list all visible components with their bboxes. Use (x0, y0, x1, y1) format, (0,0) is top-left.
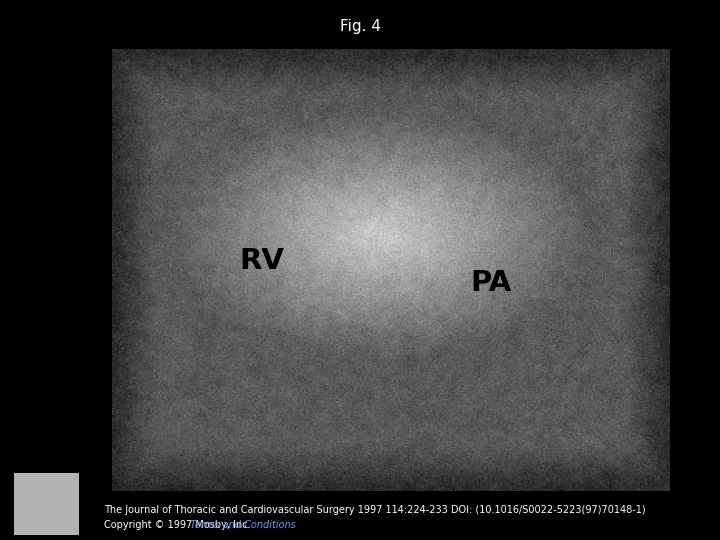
Text: The Journal of Thoracic and Cardiovascular Surgery 1997 114:224-233 DOI: (10.101: The Journal of Thoracic and Cardiovascul… (104, 505, 646, 515)
Text: PA: PA (470, 269, 512, 298)
Text: Terms and Conditions: Terms and Conditions (187, 520, 296, 530)
Text: Copyright © 1997 Mosby, Inc.: Copyright © 1997 Mosby, Inc. (104, 520, 251, 530)
Text: Fig. 4: Fig. 4 (340, 19, 380, 34)
Text: RV: RV (240, 247, 284, 275)
